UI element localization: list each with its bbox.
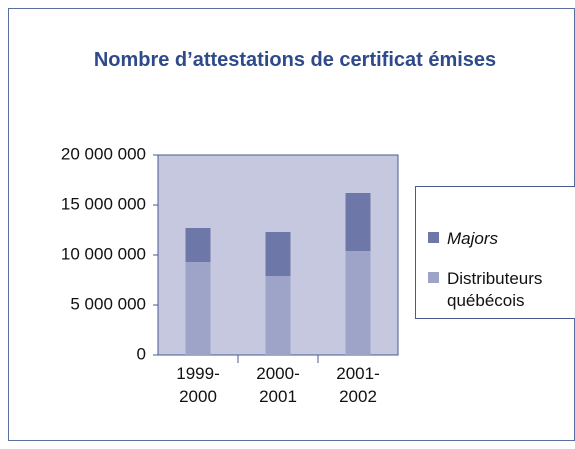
y-tick-label: 20 000 000 (61, 144, 146, 163)
bar (265, 276, 291, 355)
chart-title: Nombre d’attestations de certificat émis… (93, 49, 497, 71)
x-tick-label: 2001-2002 (336, 364, 380, 406)
y-tick-label: 5 000 000 (70, 294, 146, 313)
legend-swatch (428, 272, 439, 283)
legend-label: Majors (447, 229, 499, 248)
y-tick-label: 0 (137, 344, 146, 363)
y-tick-label: 10 000 000 (61, 244, 146, 263)
x-tick-label: 1999-2000 (176, 364, 220, 406)
x-tick-label: 2000-2001 (256, 364, 300, 406)
y-tick-label: 15 000 000 (61, 194, 146, 213)
bar (185, 262, 211, 355)
legend-label: Distributeurs québécois (447, 269, 543, 310)
legend-swatch (428, 232, 439, 243)
bar (265, 232, 291, 276)
bar (345, 193, 371, 251)
legend-box (415, 186, 575, 319)
bar (185, 228, 211, 262)
bar (345, 251, 371, 355)
